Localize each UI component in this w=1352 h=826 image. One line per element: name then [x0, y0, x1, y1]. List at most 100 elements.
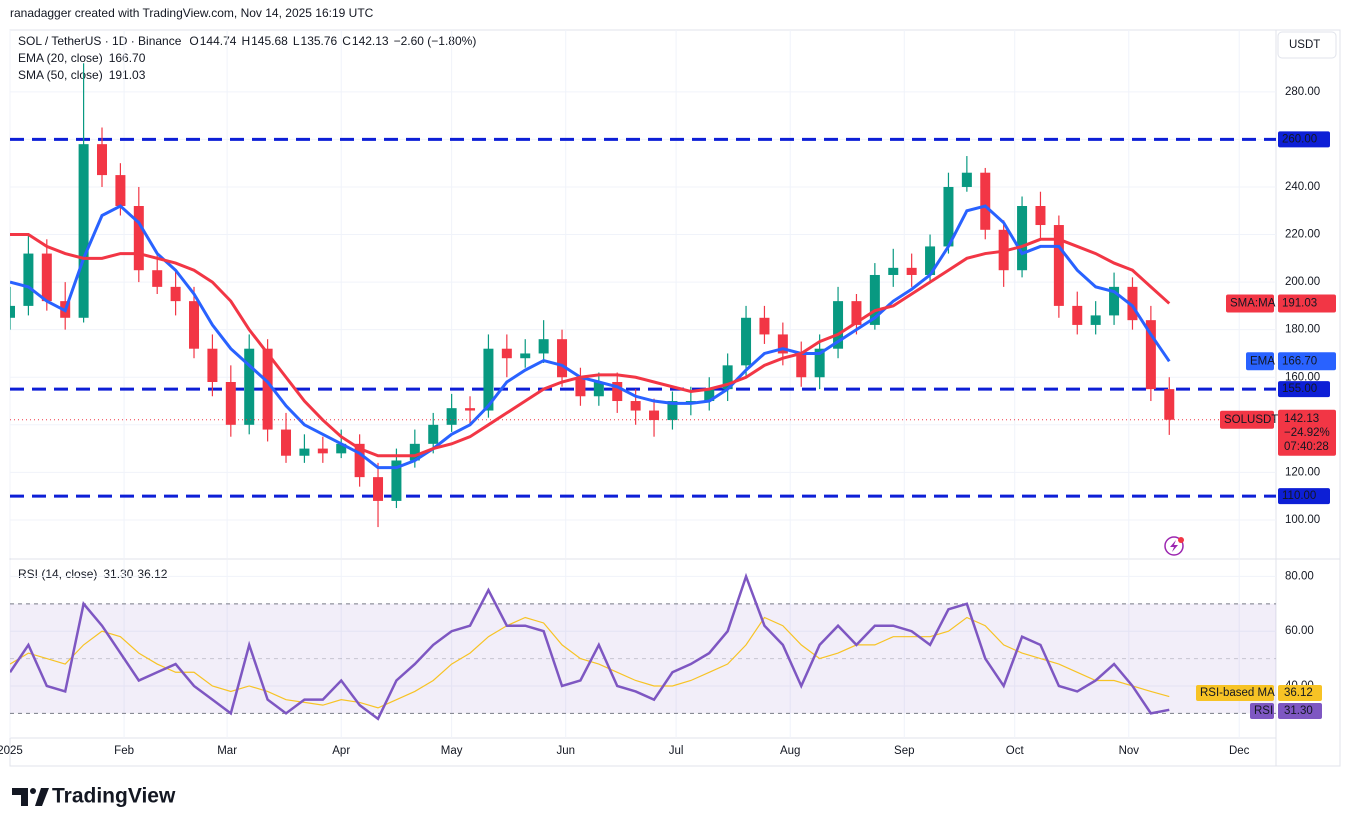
y-tick-label: 120.00: [1285, 466, 1320, 478]
indicator-name: EMA (20, close): [18, 51, 103, 65]
candle-body: [446, 408, 457, 425]
y-tick-label: 100.00: [1285, 514, 1320, 526]
field-value: 135.76: [301, 34, 338, 48]
candle-body: [704, 389, 715, 402]
rsi-value-tag: 36.12: [1284, 687, 1313, 699]
rsi-value-bg: [1278, 703, 1322, 719]
candle-body: [428, 424, 439, 444]
candle-body: [520, 353, 531, 359]
candle-body: [97, 144, 108, 176]
change: −2.60 (−1.80%): [394, 34, 477, 48]
candle-body: [961, 172, 972, 187]
logo: [12, 788, 49, 806]
credit: ranadagger created with TradingView.com,…: [10, 6, 374, 20]
indicator-line: [10, 572, 1170, 721]
level-label-bg: [1278, 131, 1330, 148]
candle-body: [1109, 286, 1120, 316]
y-tick-label: 80.00: [1285, 570, 1314, 582]
candle-body: [1035, 206, 1046, 226]
indicator-name-tag: SMA:MA: [1230, 297, 1276, 309]
x-tick-label: Feb: [114, 745, 134, 757]
candle-body: [557, 339, 568, 378]
candle-body: [262, 348, 273, 430]
currency-box[interactable]: [1277, 31, 1337, 59]
candle-body: [538, 339, 549, 354]
currency: USDT: [1289, 39, 1320, 51]
candle-body: [814, 348, 825, 378]
candle-body: [41, 253, 52, 302]
last-price-tag-bg: [1278, 409, 1336, 456]
field-key: C: [342, 34, 351, 48]
rsi-name-bg: [1250, 703, 1274, 719]
candle-body: [244, 348, 255, 425]
candle-body: [667, 401, 678, 421]
candle-body: [152, 270, 163, 287]
candle-body: [1053, 225, 1064, 306]
candle-body: [1145, 320, 1156, 390]
candle-body: [78, 144, 89, 318]
y-tick-label: 60.00: [1285, 625, 1314, 637]
indicator-name-bg: [1226, 294, 1274, 313]
candle-body: [391, 460, 402, 501]
last-change: −24.92%: [1284, 427, 1330, 439]
y-tick-label: 220.00: [1285, 229, 1320, 241]
field-key: L: [293, 34, 300, 48]
indicator-value: 166.70: [109, 51, 146, 65]
symbol-tag-bg: [1220, 410, 1274, 429]
candle-body: [980, 172, 991, 230]
symbol-tag: SOLUSDT: [1224, 414, 1278, 426]
x-tick-label: May: [441, 745, 463, 757]
candle-body: [796, 353, 807, 378]
candle-body: [299, 448, 310, 456]
candle-body: [501, 348, 512, 359]
countdown: 07:40:28: [1284, 441, 1329, 453]
x-tick-label: Dec: [1229, 745, 1250, 757]
rsi-name-tag: RSI: [1254, 705, 1273, 717]
candle-body: [1164, 389, 1175, 420]
level-label: 110.00: [1282, 490, 1316, 502]
candle-body: [225, 382, 236, 425]
candle-body: [685, 401, 696, 403]
level-label: 155.00: [1282, 383, 1317, 395]
x-tick-label: Oct: [1006, 745, 1025, 757]
candle-body: [115, 175, 126, 206]
field-key: H: [241, 34, 250, 48]
indicator-value-tag-bg: [1278, 352, 1336, 371]
rsi-value: 31.30: [103, 567, 133, 581]
candle-body: [1127, 286, 1138, 321]
symbol: SOL / TetherUS · 1D · Binance: [18, 34, 182, 48]
candle-body: [354, 443, 365, 478]
candle-body: [759, 317, 770, 335]
candle-body: [1072, 305, 1083, 325]
x-tick-label: Aug: [780, 745, 800, 757]
level-label: 260.00: [1282, 133, 1317, 145]
candle-body: [373, 477, 384, 501]
indicator-value-tag: 166.70: [1282, 355, 1317, 367]
indicator-name: SMA (50, close): [18, 68, 103, 82]
candles: [10, 63, 1175, 528]
candle-body: [207, 348, 218, 382]
field-key: O: [189, 34, 198, 48]
candle-body: [741, 317, 752, 366]
y-tick-label: 280.00: [1285, 86, 1320, 98]
candle-body: [593, 382, 604, 397]
indicator-value: 191.03: [109, 68, 146, 82]
x-tick-label: Mar: [217, 745, 237, 757]
candle-body: [833, 301, 844, 349]
y-tick-label: 180.00: [1285, 324, 1320, 336]
candle-body: [23, 253, 34, 306]
x-tick-label: 2025: [0, 745, 23, 757]
y-tick-label: 200.00: [1285, 276, 1320, 288]
candle-body: [336, 443, 347, 454]
candle-body: [925, 246, 936, 275]
brand: TradingView: [52, 785, 176, 808]
field-value: 145.68: [251, 34, 288, 48]
rsi-value-bg: [1278, 685, 1322, 701]
field-value: 142.13: [352, 34, 389, 48]
indicator-name-tag: EMA: [1250, 355, 1275, 367]
candle-body: [575, 377, 586, 397]
candle-body: [869, 274, 880, 325]
candle-body: [1017, 206, 1028, 271]
candle-body: [1090, 315, 1101, 325]
